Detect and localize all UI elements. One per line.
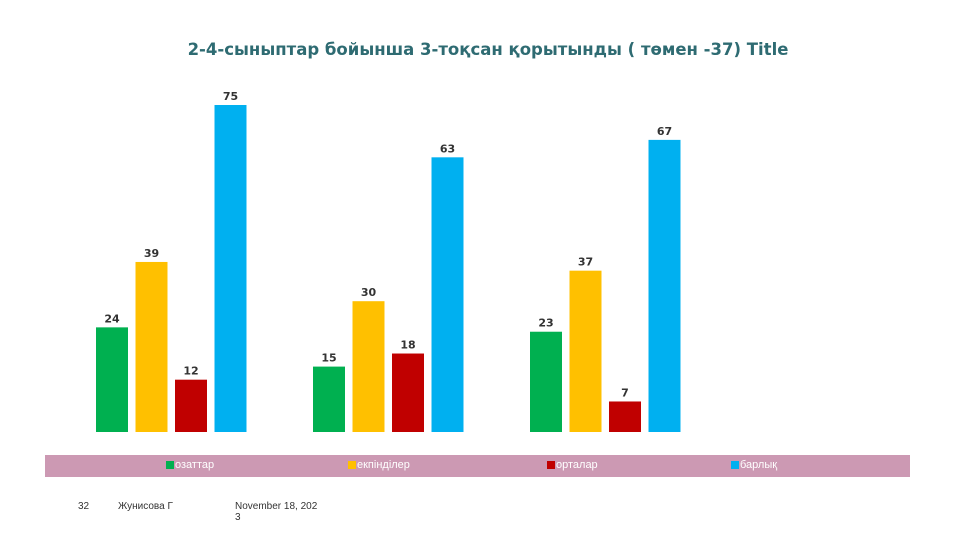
bar-2-0: [175, 379, 207, 432]
data-label: 24: [104, 312, 120, 325]
data-label: 67: [657, 125, 672, 138]
legend-label: орталар: [556, 459, 598, 471]
legend-swatch: [547, 461, 555, 469]
legend-swatch: [166, 461, 174, 469]
bar-1-0: [135, 261, 168, 432]
data-label: 37: [578, 256, 593, 269]
data-label: 39: [144, 247, 159, 260]
author: Жунисова Г: [118, 501, 173, 512]
bar-2-2: [609, 401, 641, 432]
legend-label: екпінділер: [357, 459, 410, 471]
legend-item: екпінділер: [348, 459, 410, 471]
legend: озаттар екпінділер орталар барлық: [45, 455, 910, 477]
legend-swatch: [731, 461, 739, 469]
legend-item: барлық: [731, 459, 777, 471]
data-label: 75: [223, 90, 238, 103]
date: November 18, 202 3: [235, 501, 317, 523]
data-label: 12: [183, 365, 198, 378]
data-label: 7: [621, 386, 629, 399]
legend-label: озаттар: [175, 459, 215, 471]
bar-1-2: [569, 270, 602, 432]
date-line1: November 18, 202: [235, 501, 318, 512]
data-label: 23: [538, 317, 553, 330]
bar-1-1: [352, 301, 385, 432]
bar-0-0: [96, 327, 128, 432]
bar-3-1: [431, 157, 464, 432]
data-label: 30: [361, 286, 377, 299]
bar-0-1: [313, 366, 345, 432]
legend-item: озаттар: [166, 459, 214, 471]
data-label: 15: [321, 352, 336, 365]
bar-0-2: [530, 331, 562, 432]
slide-number: 32: [78, 501, 90, 512]
data-label: 63: [440, 142, 455, 155]
chart-title: 2-4-сыныптар бойынша 3-тоқсан қорытынды …: [187, 40, 789, 59]
bar-3-0: [214, 105, 247, 432]
data-label: 18: [400, 339, 415, 352]
bar-2-1: [392, 353, 424, 432]
legend-item: орталар: [547, 459, 598, 471]
legend-swatch: [348, 461, 356, 469]
date-line2: 3: [235, 512, 241, 523]
legend-label: барлық: [740, 459, 778, 471]
bar-3-2: [648, 139, 681, 432]
